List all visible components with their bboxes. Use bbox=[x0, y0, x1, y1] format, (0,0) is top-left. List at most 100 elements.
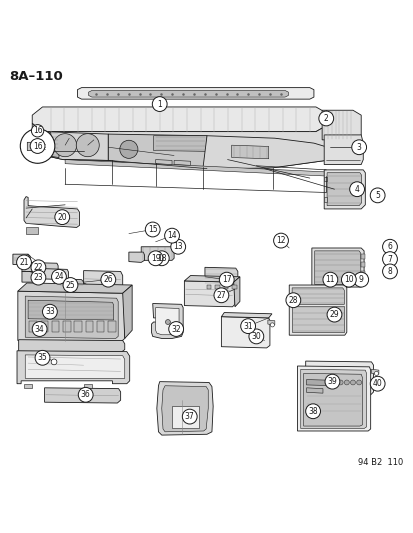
Text: 24: 24 bbox=[54, 272, 64, 281]
Circle shape bbox=[145, 222, 160, 237]
Polygon shape bbox=[311, 248, 363, 287]
Text: 16: 16 bbox=[33, 142, 42, 150]
Polygon shape bbox=[18, 283, 132, 293]
Polygon shape bbox=[18, 291, 124, 341]
Polygon shape bbox=[153, 136, 206, 151]
Polygon shape bbox=[223, 285, 228, 289]
Circle shape bbox=[35, 350, 50, 365]
Circle shape bbox=[119, 140, 138, 158]
Polygon shape bbox=[151, 303, 183, 338]
Text: 5: 5 bbox=[374, 191, 379, 200]
Text: 19: 19 bbox=[150, 254, 160, 263]
Polygon shape bbox=[300, 369, 366, 429]
Circle shape bbox=[382, 252, 396, 266]
Circle shape bbox=[169, 321, 183, 336]
Polygon shape bbox=[172, 406, 198, 427]
Circle shape bbox=[219, 272, 234, 287]
Polygon shape bbox=[45, 132, 59, 158]
Polygon shape bbox=[323, 197, 326, 201]
Circle shape bbox=[17, 255, 31, 270]
Text: 16: 16 bbox=[33, 126, 42, 135]
Polygon shape bbox=[52, 321, 59, 332]
Circle shape bbox=[182, 409, 197, 424]
Polygon shape bbox=[232, 285, 236, 289]
Text: 7: 7 bbox=[387, 255, 392, 264]
Polygon shape bbox=[360, 279, 364, 284]
Circle shape bbox=[305, 404, 320, 418]
Polygon shape bbox=[321, 110, 360, 140]
Polygon shape bbox=[40, 269, 68, 280]
Polygon shape bbox=[360, 254, 364, 259]
Polygon shape bbox=[27, 142, 40, 150]
Text: 18: 18 bbox=[157, 254, 166, 263]
Text: 9: 9 bbox=[358, 275, 363, 284]
Polygon shape bbox=[122, 285, 132, 338]
Polygon shape bbox=[289, 285, 346, 335]
Polygon shape bbox=[97, 321, 104, 332]
Circle shape bbox=[43, 304, 57, 319]
Polygon shape bbox=[83, 384, 92, 388]
Circle shape bbox=[148, 251, 163, 265]
Text: 30: 30 bbox=[251, 332, 261, 341]
Polygon shape bbox=[45, 132, 108, 160]
Circle shape bbox=[63, 278, 78, 293]
Polygon shape bbox=[303, 374, 361, 426]
Circle shape bbox=[154, 251, 169, 265]
Circle shape bbox=[285, 293, 300, 308]
Polygon shape bbox=[22, 262, 58, 272]
Polygon shape bbox=[305, 361, 373, 395]
Polygon shape bbox=[74, 321, 82, 332]
Circle shape bbox=[337, 380, 342, 385]
Text: 6: 6 bbox=[387, 243, 392, 251]
Circle shape bbox=[51, 359, 57, 365]
Polygon shape bbox=[108, 134, 206, 168]
Polygon shape bbox=[206, 285, 211, 289]
Polygon shape bbox=[108, 321, 115, 332]
Polygon shape bbox=[13, 254, 30, 264]
Circle shape bbox=[31, 260, 46, 274]
Text: 1: 1 bbox=[157, 100, 162, 109]
Polygon shape bbox=[32, 107, 330, 132]
Polygon shape bbox=[83, 271, 122, 288]
Circle shape bbox=[344, 380, 349, 385]
Text: 10: 10 bbox=[343, 275, 353, 284]
Circle shape bbox=[165, 320, 170, 325]
Circle shape bbox=[270, 323, 274, 327]
Text: 23: 23 bbox=[33, 273, 43, 282]
Text: 35: 35 bbox=[38, 353, 47, 362]
Polygon shape bbox=[157, 382, 213, 435]
Circle shape bbox=[322, 272, 337, 287]
Polygon shape bbox=[141, 247, 174, 260]
Circle shape bbox=[373, 372, 377, 375]
Circle shape bbox=[326, 307, 341, 322]
Text: 12: 12 bbox=[275, 236, 285, 245]
Polygon shape bbox=[19, 340, 124, 352]
Circle shape bbox=[31, 125, 44, 137]
Polygon shape bbox=[28, 300, 114, 320]
Polygon shape bbox=[155, 159, 172, 165]
Circle shape bbox=[152, 96, 167, 111]
Circle shape bbox=[351, 140, 366, 155]
Polygon shape bbox=[161, 386, 208, 432]
Polygon shape bbox=[326, 173, 361, 206]
Polygon shape bbox=[88, 91, 288, 97]
Text: 25: 25 bbox=[66, 280, 75, 289]
Text: 22: 22 bbox=[33, 263, 43, 272]
Text: 38: 38 bbox=[308, 407, 317, 416]
Polygon shape bbox=[231, 145, 268, 159]
Circle shape bbox=[382, 239, 396, 254]
Circle shape bbox=[101, 272, 115, 287]
Polygon shape bbox=[233, 277, 239, 307]
Text: 3: 3 bbox=[356, 143, 361, 152]
Polygon shape bbox=[297, 366, 370, 431]
Circle shape bbox=[55, 210, 69, 224]
Text: 34: 34 bbox=[35, 325, 45, 334]
Text: 2: 2 bbox=[323, 114, 328, 123]
Polygon shape bbox=[314, 251, 360, 285]
Circle shape bbox=[369, 188, 384, 203]
Text: 20: 20 bbox=[57, 213, 67, 222]
Polygon shape bbox=[292, 305, 344, 332]
Circle shape bbox=[248, 329, 263, 344]
Text: 32: 32 bbox=[171, 325, 180, 334]
Polygon shape bbox=[65, 159, 325, 176]
